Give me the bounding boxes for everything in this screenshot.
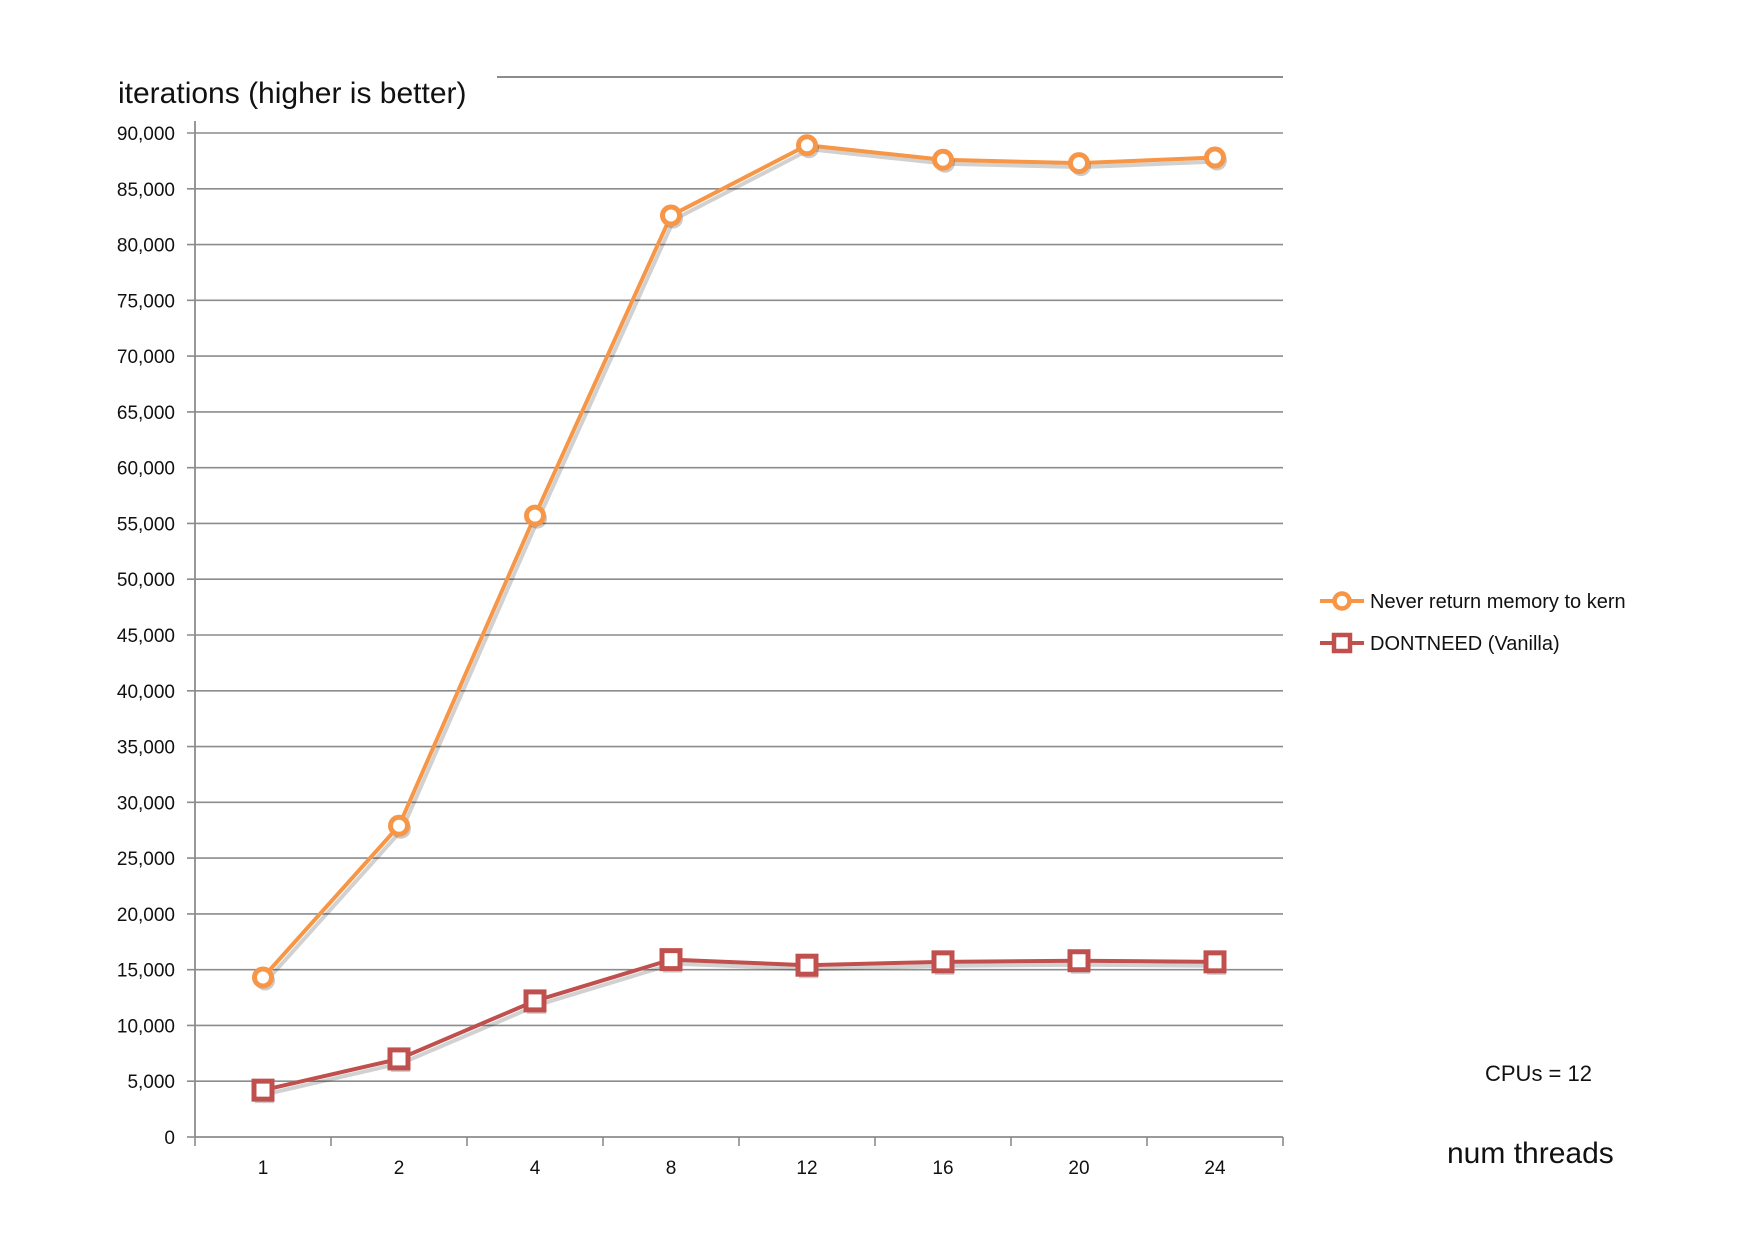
y-tick-label: 65,000 xyxy=(117,403,175,424)
x-tick-label: 4 xyxy=(530,1158,541,1179)
y-tick-label: 0 xyxy=(164,1128,175,1149)
y-tick-label: 20,000 xyxy=(117,905,175,926)
data-point xyxy=(931,950,955,974)
x-tick-label: 16 xyxy=(932,1158,953,1179)
gridlines xyxy=(187,76,1283,1083)
x-tick-label: 20 xyxy=(1068,1158,1089,1179)
cpu-count-annotation: CPUs = 12 xyxy=(1485,1061,1592,1086)
data-point xyxy=(796,134,818,157)
x-axis-title: num threads xyxy=(1447,1137,1614,1170)
x-tick-label: 8 xyxy=(666,1158,677,1179)
data-point xyxy=(795,953,819,977)
series-dontneed xyxy=(251,948,1227,1104)
legend-item: Never return memory to kern xyxy=(1320,591,1626,613)
series-never-return xyxy=(252,134,1227,991)
legend-label: Never return memory to kern xyxy=(1370,591,1626,613)
x-tick-label: 24 xyxy=(1204,1158,1226,1179)
x-tick-label: 1 xyxy=(258,1158,269,1179)
legend: Never return memory to kern DONTNEED (Van… xyxy=(1320,591,1626,655)
y-tick-label: 30,000 xyxy=(117,793,175,814)
y-tick-label: 45,000 xyxy=(117,626,175,647)
y-tick-label: 85,000 xyxy=(117,180,175,201)
legend-label: DONTNEED (Vanilla) xyxy=(1370,633,1560,655)
legend-marker xyxy=(1332,591,1352,611)
y-tick-label: 40,000 xyxy=(117,682,175,703)
x-tick-label: 12 xyxy=(796,1158,817,1179)
y-tick-label: 50,000 xyxy=(117,570,175,591)
series-line xyxy=(262,957,1216,1093)
data-point xyxy=(1068,152,1090,175)
y-tick-label: 15,000 xyxy=(117,961,175,982)
data-point xyxy=(1067,949,1091,973)
data-point xyxy=(387,1047,411,1071)
y-tick-label: 55,000 xyxy=(117,514,175,535)
data-point xyxy=(252,966,274,989)
data-point xyxy=(932,148,954,171)
data-point xyxy=(660,204,682,227)
data-point xyxy=(659,948,683,972)
series-line-shadow xyxy=(265,961,1219,1097)
data-point xyxy=(1204,146,1226,169)
x-tick-label: 2 xyxy=(394,1158,405,1179)
legend-item: DONTNEED (Vanilla) xyxy=(1320,632,1560,655)
data-point xyxy=(388,814,410,837)
y-tick-label: 25,000 xyxy=(117,849,175,870)
data-point xyxy=(524,504,546,527)
axes: 0 5,000 10,000 15,000 20,000 25,000 30,000 35,0… xyxy=(117,121,1284,1179)
data-point xyxy=(251,1078,275,1102)
series-line-shadow xyxy=(264,147,1219,983)
legend-marker xyxy=(1331,632,1353,654)
y-axis-title: iterations (higher is better) xyxy=(118,77,467,110)
y-tick-label: 5,000 xyxy=(127,1072,175,1093)
y-tick-label: 80,000 xyxy=(117,236,175,257)
y-tick-label: 10,000 xyxy=(117,1016,175,1037)
data-point xyxy=(1203,950,1227,974)
series xyxy=(251,134,1227,1104)
y-tick-label: 90,000 xyxy=(117,124,175,145)
series-line xyxy=(261,143,1216,979)
y-tick-label: 75,000 xyxy=(117,291,175,312)
data-point xyxy=(523,989,547,1013)
y-tick-label: 60,000 xyxy=(117,459,175,480)
y-tick-label: 70,000 xyxy=(117,347,175,368)
y-tick-label: 35,000 xyxy=(117,738,175,759)
